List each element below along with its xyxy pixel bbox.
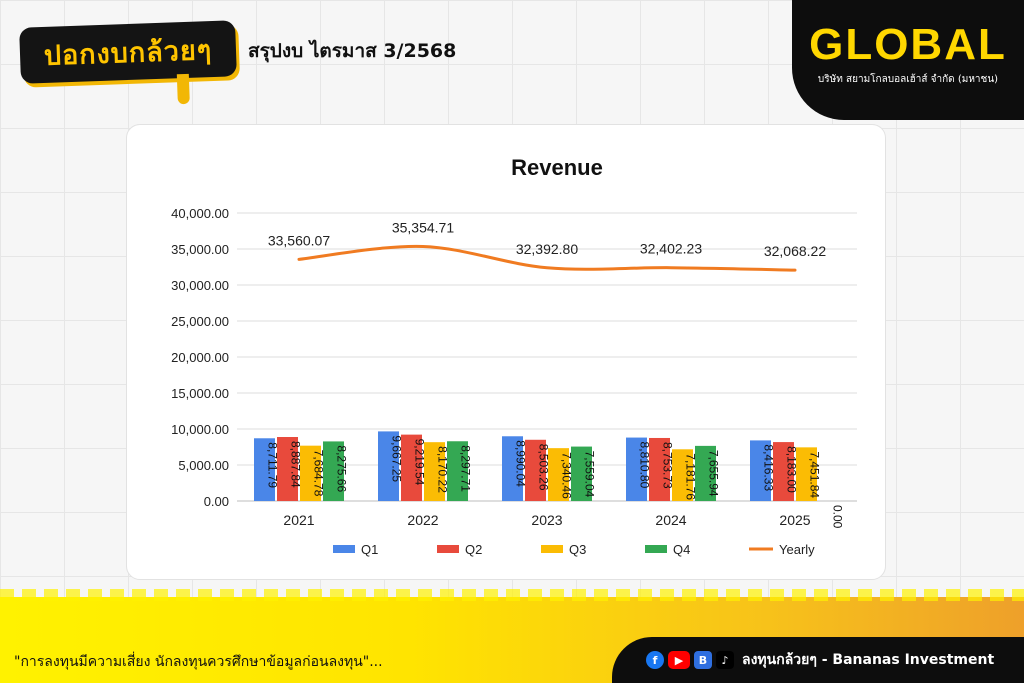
- bar-data-label: 7,559.04: [583, 451, 597, 498]
- bar-q4: [447, 441, 468, 501]
- y-tick-label: 40,000.00: [171, 206, 229, 221]
- bar-q4: [323, 441, 344, 501]
- legend-label: Yearly: [779, 542, 815, 557]
- y-tick-label: 20,000.00: [171, 350, 229, 365]
- youtube-icon[interactable]: ▶: [668, 651, 690, 669]
- bar-q2: [649, 437, 670, 501]
- bar-data-label: 8,753.73: [661, 442, 675, 489]
- bar-q1: [750, 440, 771, 501]
- bar-data-label: 7,181.76: [684, 453, 698, 500]
- bar-data-label: 8,810.80: [638, 442, 652, 489]
- social-icons: f ▶ B ♪: [646, 651, 734, 669]
- bar-data-label: 9,219.54: [413, 439, 427, 486]
- company-badge: GLOBAL บริษัท สยามโกลบอลเฮ้าส์ จำกัด (มห…: [792, 0, 1024, 120]
- bar-data-label: 8,416.33: [762, 444, 776, 491]
- bar-data-label: 7,340.46: [560, 452, 574, 499]
- legend-swatch: [541, 545, 563, 553]
- tiktok-icon[interactable]: ♪: [716, 651, 734, 669]
- logo-text: ปอกงบกล้วยๆ: [43, 34, 213, 72]
- bar-q1: [626, 437, 647, 501]
- x-tick-label: 2024: [655, 512, 686, 528]
- legend-swatch: [645, 545, 667, 553]
- revenue-chart: Revenue 0.00 5,000.00 10,000.00 15,000.00 20,…: [171, 155, 857, 557]
- bar-data-label: 8,275.66: [335, 445, 349, 492]
- bar-data-label: 8,503.26: [537, 444, 551, 491]
- bar-q4: [695, 445, 716, 501]
- y-tick-label: 30,000.00: [171, 278, 229, 293]
- channel-bar: f ▶ B ♪ ลงทุนกล้วยๆ - Bananas Investment: [612, 637, 1024, 683]
- bar-q3: [672, 449, 693, 501]
- bar-data-label: 8,183.00: [785, 446, 799, 493]
- yearly-data-label: 32,402.23: [640, 241, 702, 257]
- bar-data-label: 0.00: [831, 505, 845, 529]
- bar-q3: [796, 447, 817, 501]
- y-tick-label: 5,000.00: [178, 458, 229, 473]
- yearly-data-label: 32,068.22: [764, 243, 826, 259]
- company-ticker: GLOBAL: [809, 20, 1007, 69]
- bar-q3: [548, 448, 569, 501]
- bar-q2: [401, 434, 422, 501]
- legend-swatch: [333, 545, 355, 553]
- x-tick-label: 2023: [531, 512, 562, 528]
- yearly-data-label: 35,354.71: [392, 219, 454, 235]
- bar-q4: [571, 446, 592, 501]
- bar-data-label: 8,170.22: [436, 446, 450, 493]
- bar-q2: [525, 439, 546, 501]
- bar-data-label: 8,711.79: [266, 442, 280, 488]
- y-tick-label: 25,000.00: [171, 314, 229, 329]
- bar-q1: [502, 436, 523, 501]
- legend-swatch: [437, 545, 459, 553]
- bar-q1: [378, 431, 399, 501]
- logo-drip: [176, 73, 190, 105]
- legend-label: Q4: [673, 542, 690, 557]
- facebook-icon[interactable]: f: [646, 651, 664, 669]
- bar-data-label: 7,451.84: [808, 451, 822, 498]
- yearly-data-label: 32,392.80: [516, 241, 578, 257]
- chart-card: Revenue 0.00 5,000.00 10,000.00 15,000.00 20,…: [126, 124, 886, 580]
- legend-label: Q3: [569, 542, 586, 557]
- legend-label: Q2: [465, 542, 482, 557]
- bar-data-label: 9,667.25: [390, 435, 404, 482]
- chart-title: Revenue: [511, 155, 603, 180]
- x-tick-label: 2022: [407, 512, 438, 528]
- yearly-data-label: 33,560.07: [268, 232, 330, 248]
- brand-logo: ปอกงบกล้วยๆ: [19, 20, 237, 105]
- bar-q1: [254, 438, 275, 501]
- x-tick-label: 2021: [283, 512, 314, 528]
- channel-name: ลงทุนกล้วยๆ - Bananas Investment: [742, 652, 995, 668]
- bar-data-label: 8,887.84: [289, 441, 303, 488]
- bar-q3: [424, 442, 445, 501]
- y-tick-label: 10,000.00: [171, 422, 229, 437]
- y-tick-label: 15,000.00: [171, 386, 229, 401]
- bar-data-label: 7,655.94: [707, 450, 721, 497]
- risk-disclaimer: "การลงทุนมีความเสี่ยง นักลงทุนควรศึกษาข้…: [14, 654, 383, 670]
- blockdit-icon[interactable]: B: [694, 651, 712, 669]
- bar-data-label: 8,990.04: [514, 440, 528, 487]
- y-tick-label: 0.00: [204, 494, 229, 509]
- bar-q3: [300, 445, 321, 501]
- page-title: สรุปงบ ไตรมาส 3/2568: [248, 40, 457, 62]
- bar-data-label: 7,684.78: [312, 450, 326, 497]
- x-tick-label: 2025: [779, 512, 810, 528]
- y-tick-label: 35,000.00: [171, 242, 229, 257]
- company-name: บริษัท สยามโกลบอลเฮ้าส์ จำกัด (มหาชน): [817, 74, 999, 85]
- yearly-line: [297, 244, 797, 272]
- bar-data-label: 8,297.71: [459, 445, 473, 492]
- bar-q2: [773, 442, 794, 501]
- legend-label: Q1: [361, 542, 378, 557]
- bar-q2: [277, 437, 298, 501]
